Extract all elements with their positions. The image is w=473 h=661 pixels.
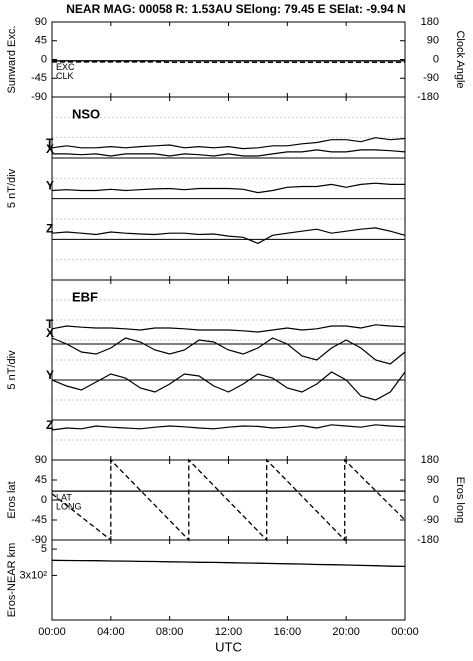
y2-tick-label: 0	[433, 494, 439, 506]
y2-tick-label: 0	[433, 53, 439, 65]
y-axis-label: Eros-NEAR km	[6, 543, 18, 618]
y-tick-label: 45	[35, 35, 47, 47]
y-axis-label: 5 nT/div	[6, 168, 18, 208]
y-axis-label: Eros lat	[6, 481, 18, 518]
y-tick-label: -90	[31, 91, 47, 103]
y-axis-label: 5 nT/div	[6, 350, 18, 390]
page-title: NEAR MAG: 00058 R: 1.53AU SElong: 79.45 …	[66, 2, 405, 16]
y2-tick-label: -180	[417, 91, 439, 103]
series-label: Y	[46, 368, 54, 382]
y2-tick-label: 90	[427, 474, 439, 486]
y-tick-label: 0	[41, 494, 47, 506]
y-tick-label: -45	[31, 514, 47, 526]
y2-tick-label: 180	[421, 454, 439, 466]
y2-tick-label: 90	[427, 35, 439, 47]
y-tick-label: 45	[35, 474, 47, 486]
y2-tick-label: 180	[421, 16, 439, 28]
series-label: X	[46, 326, 54, 340]
y-tick-label: 5	[41, 543, 47, 555]
series-label: Y	[46, 179, 54, 193]
x-tick-label: 20:00	[332, 626, 360, 638]
x-axis-label: UTC	[215, 639, 242, 654]
y-tick-label: 90	[35, 454, 47, 466]
panel-label: EBF	[72, 289, 98, 304]
x-tick-label: 08:00	[156, 626, 184, 638]
y2-axis-label: Clock Angle	[454, 30, 466, 88]
y-axis-label: Sunward Exc.	[6, 26, 18, 94]
x-tick-label: 04:00	[97, 626, 125, 638]
panel-label: NSO	[72, 106, 100, 121]
y-tick-label: -45	[31, 72, 47, 84]
y-tick-label: 3x10²	[19, 569, 47, 581]
x-tick-label: 16:00	[274, 626, 302, 638]
y-tick-label: 90	[35, 16, 47, 28]
x-tick-label: 00:00	[38, 626, 66, 638]
series-label: LONG	[56, 501, 82, 511]
series-label: CLK	[56, 71, 74, 81]
y2-tick-label: -90	[423, 72, 439, 84]
y2-tick-label: -180	[417, 534, 439, 546]
x-tick-label: 00:00	[391, 626, 419, 638]
y-tick-label: 0	[41, 53, 47, 65]
series-label: X	[46, 142, 54, 156]
y2-axis-label: Eros long	[454, 477, 466, 523]
x-tick-label: 12:00	[215, 626, 243, 638]
y2-tick-label: -90	[423, 514, 439, 526]
